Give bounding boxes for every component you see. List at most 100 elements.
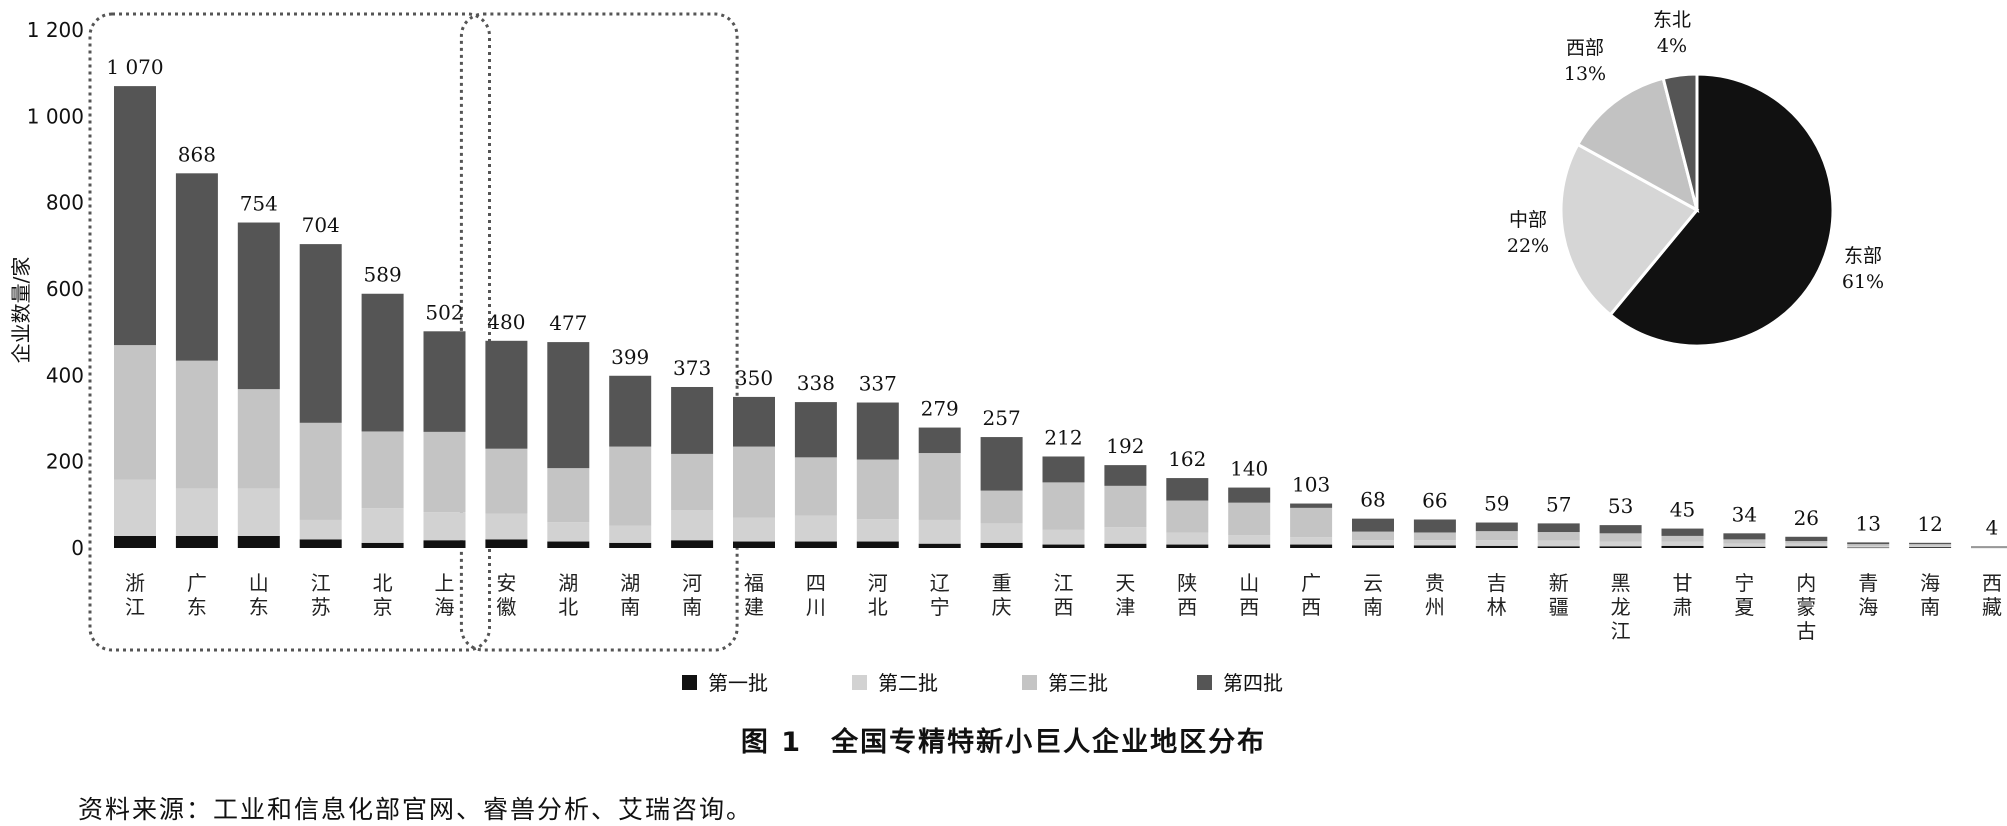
bar-segment	[423, 540, 466, 548]
y-tick-label: 600	[46, 277, 84, 301]
pie-slice-name: 东北	[1653, 9, 1691, 31]
legend-label: 第四批	[1223, 671, 1283, 695]
y-tick-label: 400	[46, 363, 84, 387]
bar-segment	[1971, 546, 2007, 547]
pie-slice-name: 西部	[1566, 37, 1604, 59]
category-label: 山西	[1239, 571, 1259, 619]
bar-total-label: 162	[1168, 447, 1206, 471]
y-tick-label: 0	[71, 536, 84, 560]
bar-total-label: 257	[983, 406, 1021, 430]
bar-total-label: 66	[1422, 489, 1447, 513]
bar-segment	[1104, 465, 1147, 486]
bar-segment	[980, 437, 1023, 491]
bar-segment	[733, 446, 775, 518]
bar-segment	[1104, 485, 1147, 528]
bar-segment	[1971, 546, 2007, 548]
bar-segment	[1290, 507, 1333, 538]
bar-segment	[1166, 478, 1209, 501]
pie-slice-percent: 13%	[1564, 63, 1606, 85]
bar-segment	[1352, 540, 1394, 546]
category-label: 青海	[1858, 571, 1878, 619]
y-tick-label: 800	[46, 191, 84, 215]
bar-segment	[918, 427, 961, 454]
y-tick-label: 1 200	[27, 18, 84, 42]
bar-segment	[1785, 546, 1828, 548]
bar-total-label: 589	[364, 263, 402, 287]
bar-segment	[1971, 547, 2007, 548]
figure-title: 图 1 全国专精特新小巨人企业地区分布	[740, 727, 1267, 758]
category-label: 黑龙江	[1611, 571, 1631, 643]
bar-segment	[547, 342, 590, 469]
pie-slice	[1575, 76, 1700, 213]
bar-segment	[671, 540, 714, 548]
bar-segment	[114, 86, 156, 346]
category-label: 上海	[435, 571, 455, 619]
bar-segment	[1909, 544, 1952, 546]
category-label: 新疆	[1549, 571, 1569, 619]
bar-segment	[114, 479, 156, 536]
bar-segment	[237, 535, 280, 548]
bar-segment	[1909, 547, 1952, 548]
category-label: 贵州	[1425, 571, 1445, 619]
bar-total-label: 4	[1986, 515, 1999, 539]
bar-total-label: 212	[1044, 425, 1082, 449]
bar-segment	[1228, 544, 1271, 548]
bar-total-label: 1 070	[106, 55, 163, 79]
bar-total-label: 34	[1732, 502, 1757, 526]
bar-segment	[1847, 542, 1890, 545]
category-label: 辽宁	[930, 571, 950, 619]
pie-chart: 东部 61% 中部 22% 西部 13% 东北 4%	[1507, 9, 1884, 348]
bar-segment	[1537, 546, 1580, 548]
bar-segment	[1599, 541, 1642, 547]
y-axis: 0 200 400 600 800 1 000 1 200	[27, 18, 84, 560]
bar-segment	[856, 541, 899, 548]
bar-segment	[1971, 547, 2007, 549]
bar-segment	[237, 488, 280, 536]
y-axis-label: 企业数量/家	[9, 257, 33, 364]
category-label: 四川	[806, 571, 826, 619]
bar-segment	[299, 422, 342, 520]
bar-total-label: 337	[859, 372, 897, 396]
dashed-annotation-box	[88, 12, 491, 652]
bar-total-label: 279	[921, 397, 959, 421]
pie-slice-percent: 22%	[1507, 235, 1549, 257]
bar-total-label: 45	[1670, 498, 1695, 522]
bar-segment	[1847, 544, 1890, 547]
category-label: 安徽	[496, 571, 516, 619]
category-label: 福建	[744, 571, 764, 619]
bar-total-label: 57	[1546, 492, 1571, 516]
bar-segment	[237, 389, 280, 489]
bar-segment	[1537, 523, 1580, 533]
category-label: 甘肃	[1673, 571, 1693, 619]
bar-segment	[794, 457, 837, 516]
bar-segment	[1599, 533, 1642, 542]
bar-segment	[609, 525, 652, 543]
pie-slice	[1559, 142, 1700, 317]
bar-segment	[1909, 545, 1952, 548]
bar-segment	[547, 468, 590, 523]
category-label: 广西	[1301, 571, 1321, 619]
bar-segment	[856, 519, 899, 542]
category-label: 重庆	[992, 571, 1012, 619]
bar-segment	[856, 402, 899, 460]
bar-total-label: 53	[1608, 494, 1633, 518]
bar-segment	[1537, 532, 1580, 541]
bar-total-label: 13	[1855, 511, 1880, 535]
bar-segment	[794, 541, 837, 548]
category-label: 广东	[187, 571, 207, 619]
bar-segment	[1723, 543, 1766, 547]
bar-segment	[1475, 545, 1518, 548]
bar-segment	[856, 459, 899, 520]
bar-total-label: 59	[1484, 492, 1509, 516]
bar-segment	[1166, 500, 1209, 533]
category-label: 湖南	[620, 571, 640, 619]
category-label: 云南	[1363, 571, 1383, 619]
bar-segment	[361, 293, 404, 432]
legend: 第一批 第二批 第三批 第四批	[682, 671, 1283, 695]
bar-segment	[114, 535, 156, 548]
bar-segment	[1290, 503, 1333, 508]
bar-segment	[733, 517, 775, 542]
y-tick-label: 200	[46, 450, 84, 474]
bar-total-label: 754	[240, 192, 278, 216]
